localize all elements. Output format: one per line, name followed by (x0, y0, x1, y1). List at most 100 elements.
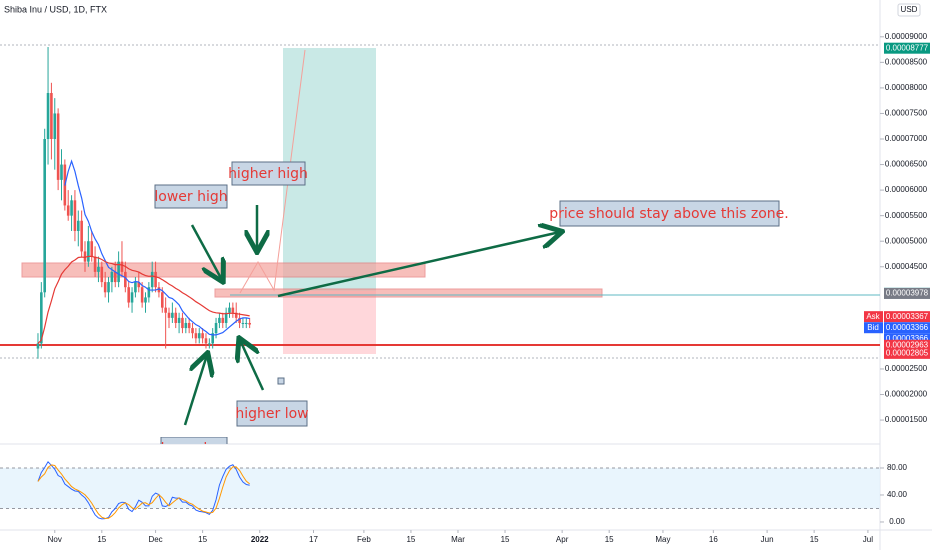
candle-body (46, 93, 50, 140)
clipped-annotation: lower low (160, 437, 228, 444)
moving-average (64, 159, 250, 336)
candle-body (231, 307, 235, 313)
candle-body (76, 220, 80, 231)
arrow (277, 232, 560, 298)
candle-body (241, 322, 245, 324)
x-tick-label: Nov (48, 535, 62, 544)
symbol-title: Shiba Inu / USD, 1D, FTX (4, 4, 107, 14)
price-badge-label: 0.00003366 (886, 334, 929, 343)
candle-body (90, 241, 94, 257)
y-tick-label: 0.00008500 (885, 57, 928, 66)
badge-tag-label: Bid (867, 323, 879, 332)
candle-body (167, 312, 171, 318)
price-badge (884, 339, 930, 351)
badge-tag-label: Ask (866, 312, 880, 321)
y-tick-label: 0.00009000 (885, 32, 928, 41)
candle-body (218, 317, 221, 323)
x-tick-label: 15 (406, 535, 415, 544)
candle-body (194, 333, 198, 339)
candle-body (187, 322, 191, 329)
x-tick-label: 17 (309, 535, 318, 544)
candle-body (164, 307, 167, 313)
x-tick-label: 15 (97, 535, 106, 544)
candle-body (228, 307, 231, 313)
x-tick-label: Jun (761, 535, 774, 544)
price-badge-label: 0.00003978 (886, 289, 929, 298)
candle-body (113, 271, 117, 283)
candle-body (66, 205, 70, 216)
badge-tag (864, 311, 883, 323)
candle-body (157, 287, 161, 293)
candle-body (56, 113, 60, 180)
candle-body (197, 333, 201, 339)
candle-body (137, 282, 141, 288)
osc-tick-label: 0.00 (889, 517, 905, 526)
y-tick-label: 0.00002500 (885, 364, 928, 373)
badge-tag (864, 322, 883, 334)
x-tick-label: 15 (605, 535, 614, 544)
long-stop-zone (283, 291, 376, 354)
candle-body (80, 220, 83, 252)
annotation: higher high (228, 166, 308, 182)
candle-body (211, 333, 214, 344)
price-badge (884, 42, 930, 54)
price-badge-label: 0.00002805 (886, 348, 929, 357)
candle-body (160, 292, 164, 308)
x-tick-label: May (655, 535, 670, 544)
x-tick-label: Dec (148, 535, 162, 544)
candle-body (50, 93, 53, 140)
candle-body (174, 312, 178, 323)
y-tick-label: 0.00002000 (885, 390, 928, 399)
y-tick-label: 0.00007500 (885, 109, 928, 118)
x-tick-label: Apr (556, 535, 569, 544)
stochastic-line (37, 464, 250, 520)
candle-body (140, 287, 144, 303)
annotation: lower high (154, 189, 227, 205)
x-tick-label: 16 (709, 535, 718, 544)
price-badge (884, 322, 930, 334)
candle-body (208, 343, 211, 345)
candle-body (103, 282, 107, 293)
marker (277, 377, 285, 385)
y-tick-label: 0.00006000 (885, 185, 928, 194)
y-tick-label: 0.00007000 (885, 134, 928, 143)
arrows (183, 205, 560, 426)
candle-body (204, 338, 208, 344)
candle-body (93, 256, 97, 272)
y-tick-label: 0.00004500 (885, 262, 928, 271)
oscillator-band (0, 467, 880, 509)
x-tick-label: 15 (501, 535, 510, 544)
candle-body (43, 139, 46, 293)
arrow (190, 224, 222, 280)
candle-body (147, 287, 151, 298)
y-tick-label: 0.00005500 (885, 211, 928, 220)
candle-body (107, 282, 110, 293)
candle-body (238, 317, 241, 323)
candle-body (144, 297, 147, 303)
x-tick-label: Jul (863, 535, 873, 544)
candle-body (150, 271, 154, 288)
price-badge (884, 347, 930, 359)
candle-body (87, 241, 90, 262)
price-axis: 0.00009000 0.00008500 0.00008000 0.00007500… (48, 32, 930, 544)
grid (54, 36, 884, 533)
candle-body (53, 113, 57, 140)
candle-body (214, 322, 218, 334)
candle-body (201, 333, 204, 339)
annotations: higher high lower high price should stay… (154, 161, 789, 427)
candle-body (191, 328, 194, 334)
candle-body (184, 322, 188, 329)
candle-body (154, 271, 157, 288)
support-zone (214, 288, 603, 298)
y-tick-label: 0.00008000 (885, 83, 928, 92)
price-badge-label: 0.00003366 (886, 323, 929, 332)
annotation: price should stay above this zone. (549, 206, 788, 222)
price-badge (884, 287, 930, 299)
candle-body (70, 200, 73, 216)
candle-body (110, 271, 114, 283)
price-badge-label: 0.00003367 (886, 312, 929, 321)
candle-body (171, 312, 174, 318)
candle-body (73, 200, 77, 231)
x-tick-label: 15 (198, 535, 207, 544)
